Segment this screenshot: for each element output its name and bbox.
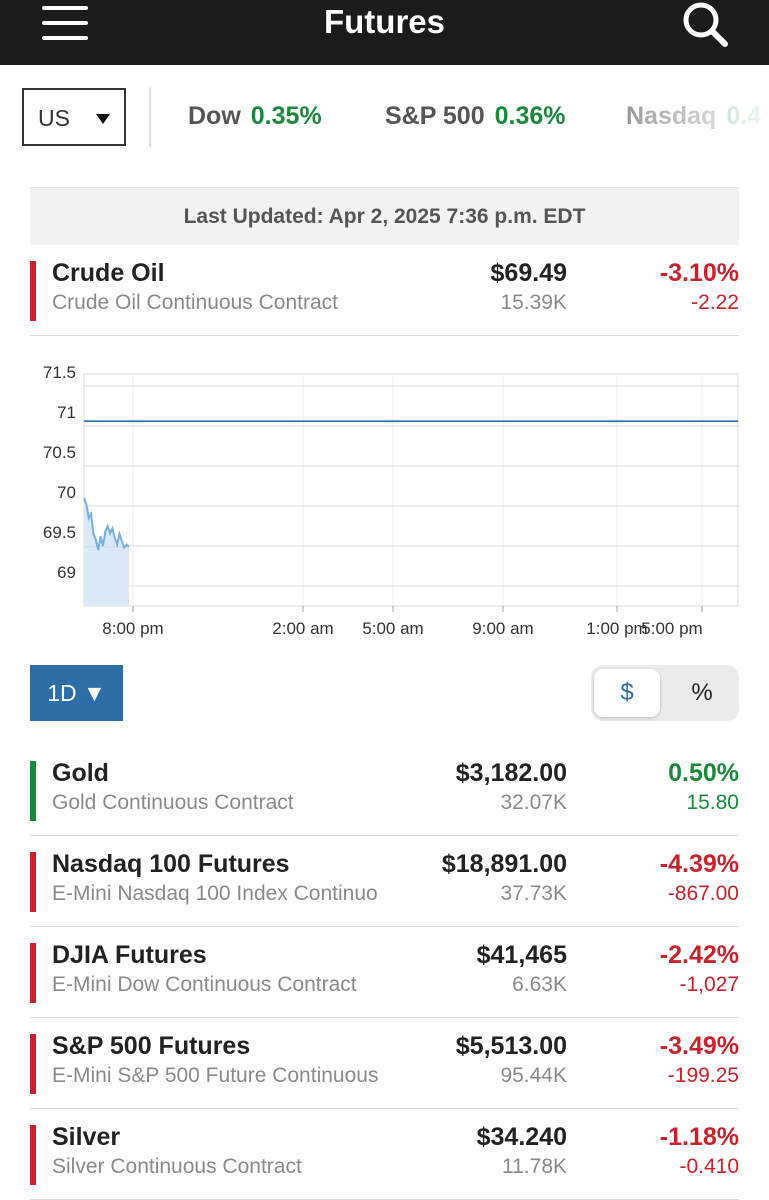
futures-row[interactable]: S&P 500 Futures E-Mini S&P 500 Future Con… <box>30 1018 739 1109</box>
x-tick-label: 2:00 am <box>272 619 333 638</box>
price-chart-svg: 71.5 71 70.5 70 69.5 69 8:00 pm 2:00 am 5:00 am 9… <box>43 363 739 638</box>
series-area <box>84 498 129 606</box>
quote-description: E-Mini Nasdaq 100 Index Continuo <box>52 882 378 905</box>
y-tick-label: 71 <box>57 403 76 422</box>
quote-change-net: 15.80 <box>686 791 739 814</box>
index-change: 0.4 <box>726 102 762 130</box>
index-sp500[interactable]: S&P 500 0.36% <box>385 102 566 131</box>
quote-change-pct: -2.42% <box>659 941 739 969</box>
range-dropdown-button[interactable]: 1D ▼ <box>30 665 123 721</box>
quote-change-pct: -3.49% <box>659 1032 739 1060</box>
quote-change-net: -199.25 <box>667 1064 739 1087</box>
quote-volume: 15.39K <box>500 291 567 314</box>
index-name: Dow <box>188 102 241 130</box>
direction-bar <box>30 943 36 1003</box>
x-tick-label: 5:00 pm <box>641 619 702 638</box>
y-tick-label: 69 <box>57 563 76 582</box>
quote-price: $3,182.00 <box>455 759 567 787</box>
quote-change-pct: -4.39% <box>659 850 739 878</box>
plot-area <box>83 373 739 607</box>
series-line <box>83 497 130 551</box>
region-select[interactable]: US <box>22 88 126 146</box>
quote-change-net: -2.22 <box>691 291 739 314</box>
futures-row[interactable]: Silver Silver Continuous Contract $34.240 1… <box>30 1109 739 1200</box>
region-select-value: US <box>38 105 70 131</box>
hamburger-menu-icon[interactable] <box>42 6 90 40</box>
direction-bar <box>30 852 36 912</box>
y-tick-label: 69.5 <box>43 523 76 542</box>
futures-row[interactable]: Nasdaq 100 Futures E-Mini Nasdaq 100 Inde… <box>30 836 739 927</box>
quote-description: Crude Oil Continuous Contract <box>52 291 338 314</box>
price-chart[interactable]: 71.5 71 70.5 70 69.5 69 8:00 pm 2:00 am 5:00 am 9… <box>0 336 769 646</box>
index-name: S&P 500 <box>385 102 485 130</box>
caret-down-icon <box>96 114 110 124</box>
quote-change-pct: -1.18% <box>659 1123 739 1151</box>
index-strip: US Dow 0.35% S&P 500 0.36% Nasdaq 0.4 <box>0 65 769 170</box>
y-tick-label: 71.5 <box>43 363 76 382</box>
quote-change-net: -867.00 <box>667 882 739 905</box>
featured-quote-row[interactable]: Crude Oil Crude Oil Continuous Contract … <box>30 245 739 336</box>
quote-description: Silver Continuous Contract <box>52 1155 302 1178</box>
quote-description: E-Mini Dow Continuous Contract <box>52 973 357 996</box>
top-bar: Futures <box>0 0 769 65</box>
quote-name: Nasdaq 100 Futures <box>52 850 290 878</box>
direction-bar <box>30 261 36 321</box>
quote-volume: 11.78K <box>502 1155 567 1178</box>
quote-price: $34.240 <box>476 1123 567 1151</box>
divider <box>149 87 151 147</box>
quote-description: E-Mini S&P 500 Future Continuous <box>52 1064 379 1087</box>
toggle-dollar[interactable]: $ <box>594 669 660 717</box>
futures-row[interactable]: DJIA Futures E-Mini Dow Continuous Contra… <box>30 927 739 1018</box>
x-tick-label: 9:00 am <box>472 619 533 638</box>
quote-description: Gold Continuous Contract <box>52 791 294 814</box>
quote-name: Silver <box>52 1123 121 1151</box>
direction-bar <box>30 1125 36 1185</box>
quote-change-net: -0.410 <box>679 1155 739 1178</box>
x-tick-label: 1:00 pm <box>586 619 647 638</box>
quote-name: Gold <box>52 759 109 787</box>
quote-change-pct: 0.50% <box>668 759 739 787</box>
futures-row[interactable]: Gold Gold Continuous Contract $3,182.00 32.… <box>30 745 739 836</box>
quote-change-net: -1,027 <box>679 973 739 996</box>
direction-bar <box>30 1034 36 1094</box>
last-updated: Last Updated: Apr 2, 2025 7:36 p.m. EDT <box>30 187 739 245</box>
quote-price: $5,513.00 <box>455 1032 567 1060</box>
index-nasdaq[interactable]: Nasdaq 0.4 <box>626 102 761 131</box>
quote-volume: 6.63K <box>512 973 567 996</box>
index-dow[interactable]: Dow 0.35% <box>188 102 322 131</box>
y-tick-label: 70.5 <box>43 443 76 462</box>
search-icon[interactable] <box>680 0 730 48</box>
quote-name: DJIA Futures <box>52 941 207 969</box>
quote-name: Crude Oil <box>52 259 165 287</box>
index-change: 0.36% <box>494 102 566 130</box>
x-tick-label: 8:00 pm <box>102 619 163 638</box>
quote-volume: 95.44K <box>500 1064 567 1087</box>
index-name: Nasdaq <box>626 102 717 130</box>
direction-bar <box>30 761 36 821</box>
quote-volume: 37.73K <box>500 882 567 905</box>
quote-change-pct: -3.10% <box>659 259 739 287</box>
value-toggle: $ % <box>591 665 739 721</box>
quote-volume: 32.07K <box>500 791 567 814</box>
index-change: 0.35% <box>250 102 322 130</box>
quote-name: S&P 500 Futures <box>52 1032 251 1060</box>
x-tick-label: 5:00 am <box>362 619 423 638</box>
quote-price: $18,891.00 <box>441 850 567 878</box>
y-tick-label: 70 <box>57 483 76 502</box>
toggle-percent[interactable]: % <box>691 679 713 706</box>
quote-price: $69.49 <box>490 259 567 287</box>
quote-price: $41,465 <box>476 941 567 969</box>
page-title: Futures <box>323 3 445 40</box>
